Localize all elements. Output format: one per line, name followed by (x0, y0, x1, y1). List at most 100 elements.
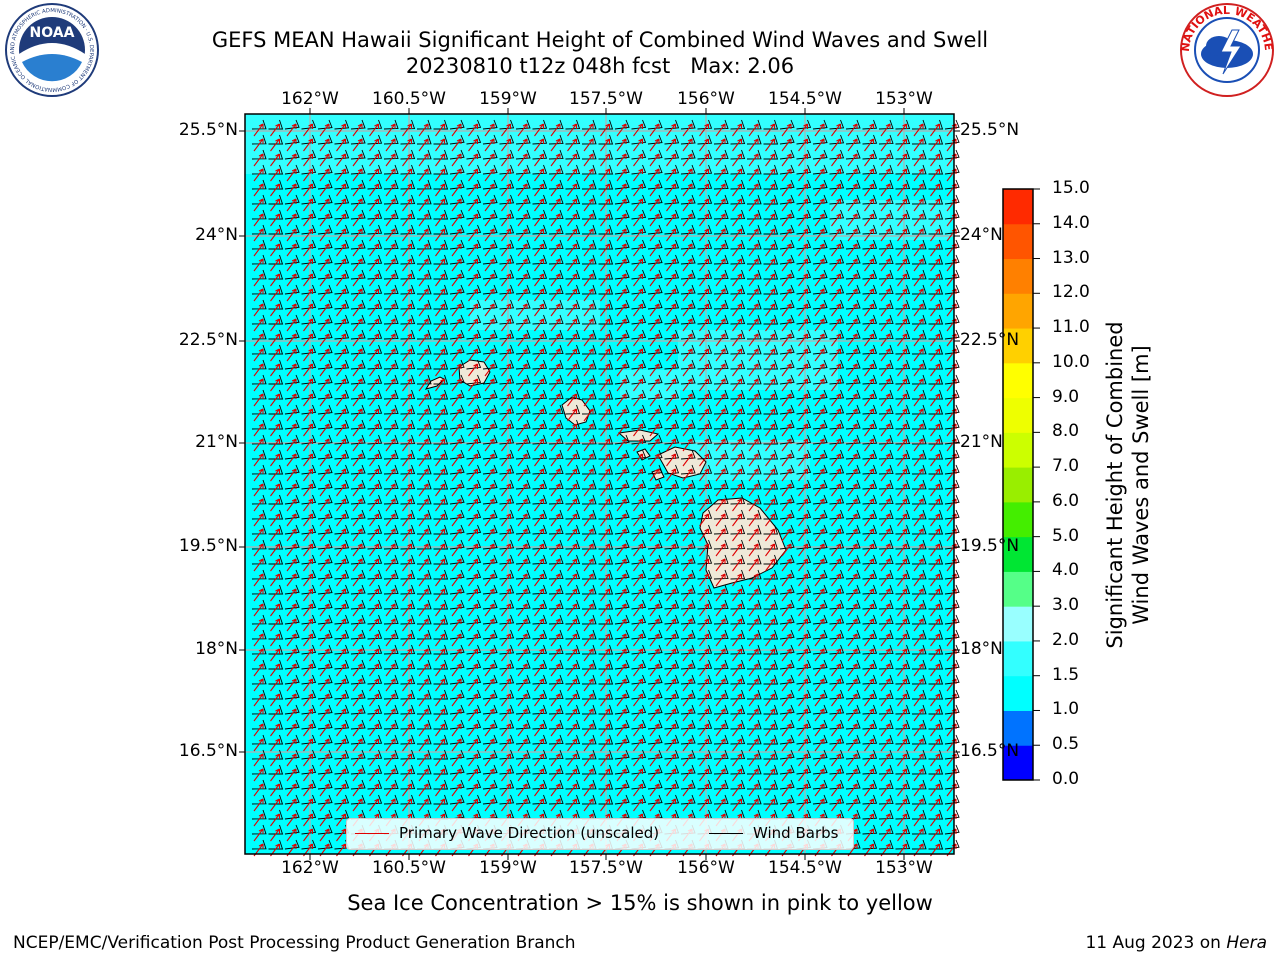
wind-barb-1909 (532, 779, 548, 790)
wind-barb-1778 (499, 734, 515, 745)
wind-barb-261 (301, 209, 317, 220)
wave-arrow-1006 (534, 468, 545, 482)
wind-barb-544 (713, 299, 729, 310)
wind-barb-1465 (301, 629, 317, 640)
wind-barb-672 (697, 344, 713, 355)
wave-arrow-619 (534, 333, 545, 347)
wave-arrow-697 (402, 363, 413, 377)
wind-barb-1581 (796, 659, 812, 670)
wind-barb-701 (466, 359, 482, 370)
wind-barb-747 (515, 374, 531, 385)
wave-arrow-1316 (682, 573, 693, 587)
wind-barb-1458 (895, 614, 911, 625)
wind-barb-1947 (449, 794, 465, 805)
wave-arrow-79 (847, 138, 858, 152)
wave-arrow-1090 (501, 498, 512, 512)
wave-arrow-457 (699, 273, 710, 287)
wave-arrow-930 (699, 438, 710, 452)
wave-arrow-518 (286, 303, 297, 317)
wind-barb-1038 (350, 479, 366, 490)
wave-arrow-929 (682, 438, 693, 452)
wind-barb-567 (383, 314, 399, 325)
wind-barb-1464 (284, 629, 300, 640)
wind-barb-234 (565, 194, 581, 205)
wind-barb-1203 (944, 524, 960, 535)
wave-arrow-1237 (798, 543, 809, 557)
wind-barb-182 (416, 179, 432, 190)
wind-barb-1478 (515, 629, 531, 640)
wind-barb-948 (284, 449, 300, 460)
wind-barb-1542 (862, 644, 878, 655)
wave-arrow-1377 (270, 603, 281, 617)
wave-arrow-846 (732, 408, 743, 422)
wind-barb-374 (746, 239, 762, 250)
wind-barb-606 (317, 329, 333, 340)
wind-barb-1570 (614, 659, 630, 670)
wave-arrow-1255 (385, 558, 396, 572)
wind-barb-391 (317, 254, 333, 265)
wave-arrow-1 (270, 123, 281, 137)
wave-arrow-913 (418, 438, 429, 452)
wind-barb-477 (317, 284, 333, 295)
wind-barb-1004 (499, 464, 515, 475)
wind-barb-1067 (829, 479, 845, 490)
wave-arrow-149 (583, 168, 594, 182)
wind-barb-1444 (664, 614, 680, 625)
wind-barb-212 (911, 179, 927, 190)
wind-barb-66 (631, 134, 647, 145)
wave-arrow-1184 (633, 528, 644, 542)
wave-arrow-1479 (534, 633, 545, 647)
wave-arrow-1301 (435, 573, 446, 587)
wind-barb-373 (730, 239, 746, 250)
wind-barb-291 (796, 209, 812, 220)
wind-barb-766 (829, 374, 845, 385)
wind-barb-36 (845, 119, 861, 130)
wave-arrow-1442 (633, 618, 644, 632)
wave-arrow-946 (253, 453, 264, 467)
wave-arrow-1079 (319, 498, 330, 512)
wave-arrow-1098 (633, 498, 644, 512)
wind-barb-965 (565, 449, 581, 460)
wave-arrow-841 (649, 408, 660, 422)
wave-arrow-1159 (930, 513, 941, 527)
wind-barb-1454 (829, 614, 845, 625)
wind-barb-1815 (400, 749, 416, 760)
wave-arrow-738 (369, 378, 380, 392)
wave-arrow-84 (930, 138, 941, 152)
wind-barb-767 (845, 374, 861, 385)
wind-barb-1632 (928, 674, 944, 685)
wind-barb-334 (796, 224, 812, 235)
lat-label-left-4: 19.5°N (178, 536, 238, 556)
wave-arrow-1066 (814, 483, 825, 497)
wind-barb-1952 (532, 794, 548, 805)
wind-barb-200 (713, 179, 729, 190)
wind-barb-1523 (548, 644, 564, 655)
wave-arrow-836 (567, 408, 578, 422)
wind-barb-724 (845, 359, 861, 370)
wind-barb-319 (548, 224, 564, 235)
wind-barb-494 (598, 284, 614, 295)
wind-barb-1836 (746, 749, 762, 760)
wave-arrow-14 (484, 123, 495, 137)
wind-barb-1085 (416, 494, 432, 505)
wind-barb-709 (598, 359, 614, 370)
wave-arrow-1247 (253, 558, 264, 572)
wind-barb-107 (598, 149, 614, 160)
wind-barb-1377 (268, 599, 284, 610)
wind-barb-877 (532, 419, 548, 430)
wave-arrow-802 (715, 393, 726, 407)
wind-barb-35 (829, 119, 845, 130)
wave-arrow-615 (468, 333, 479, 347)
wave-arrow-1034 (286, 483, 297, 497)
wind-barb-1140 (614, 509, 630, 520)
wind-barb-140 (433, 164, 449, 175)
wind-barb-460 (746, 269, 762, 280)
wind-barb-1575 (697, 659, 713, 670)
wind-barb-953 (367, 449, 383, 460)
wind-barb-564 (334, 314, 350, 325)
wind-barb-295 (862, 209, 878, 220)
wind-barb-1253 (350, 554, 366, 565)
wave-arrow-1029 (913, 468, 924, 482)
wave-arrow-295 (864, 213, 875, 227)
wave-arrow-205 (798, 183, 809, 197)
